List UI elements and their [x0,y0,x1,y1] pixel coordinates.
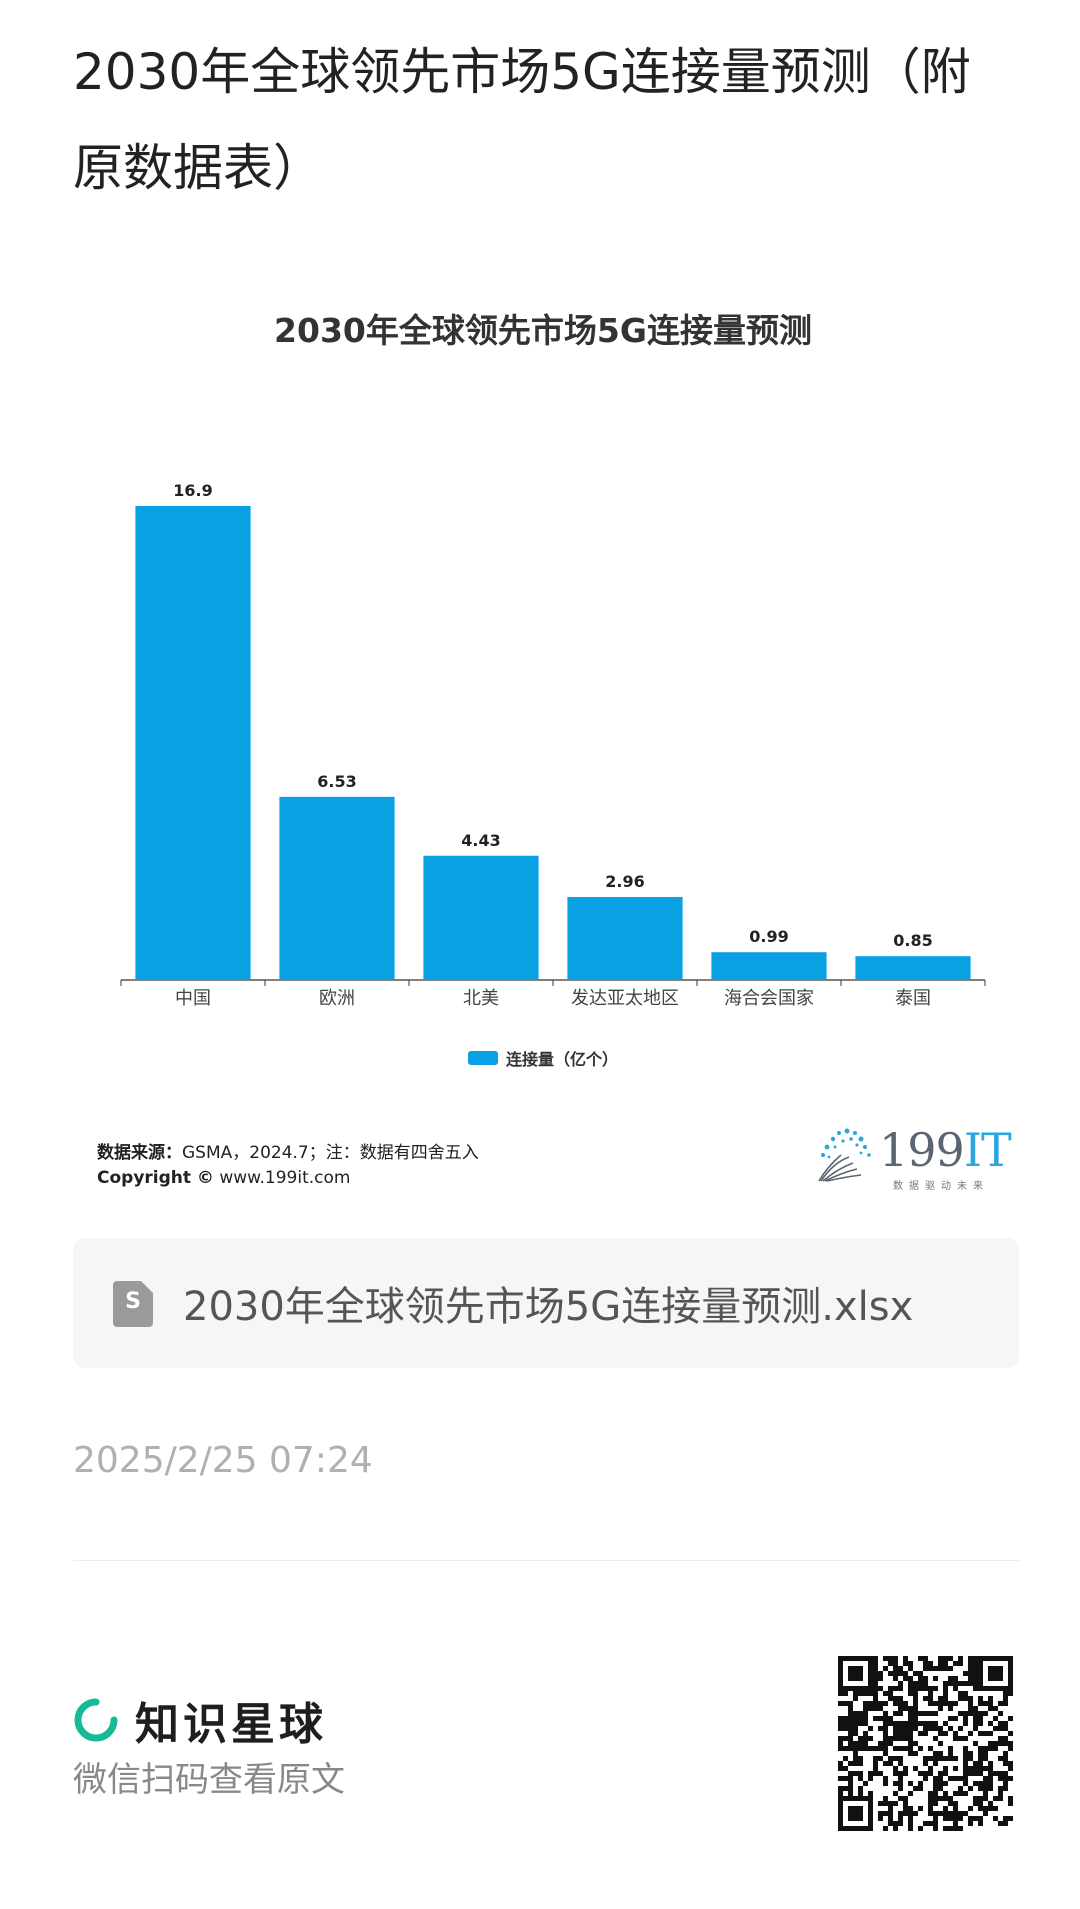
source-label: 数据来源： [97,1143,182,1163]
data-label: 6.53 [317,772,356,791]
199it-logo: 199IT 数据驱动未来 [813,1123,1012,1193]
dandelion-icon [818,1128,871,1182]
category-label: 北美 [463,988,499,1009]
bar-2 [423,855,539,980]
file-attachment-card[interactable]: S 2030年全球领先市场5G连接量预测.xlsx [73,1238,1019,1368]
data-label: 4.43 [461,831,500,850]
data-source: 数据来源：GSMA，2024.7；注：数据有四舍五入 [97,1138,479,1163]
logo-tagline: 数据驱动未来 [893,1181,989,1192]
chart-legend: 连接量（亿个） [468,1046,618,1070]
data-label: 16.9 [173,481,212,500]
source-text: GSMA，2024.7；注：数据有四舍五入 [182,1143,479,1163]
bar-3 [567,896,683,980]
legend-swatch [468,1051,498,1065]
zsxq-logo-icon [74,1698,118,1742]
category-label: 海合会国家 [724,988,814,1009]
chart-title: 2030年全球领先市场5G连接量预测 [274,311,812,350]
qr-code-icon[interactable] [838,1656,1013,1831]
brand-name: 知识星球 [135,1699,327,1750]
category-label: 泰国 [895,988,931,1009]
data-label: 0.85 [893,931,932,950]
chart-card: 2030年全球领先市场5G连接量预测 16.9 中国 6.53 欧洲 4.43 北美 2.9… [73,288,1013,1238]
bar-1 [279,796,395,980]
logo-wordmark: 199IT [879,1123,1012,1177]
divider [73,1560,1019,1561]
data-label: 2.96 [605,872,644,891]
bar-0 [135,506,251,980]
category-label: 中国 [175,988,211,1009]
legend-label: 连接量（亿个） [506,1050,619,1069]
page-title: 2030年全球领先市场5G连接量预测（附原数据表） [73,43,971,197]
copyright: Copyright © www.199it.com [97,1168,350,1188]
file-s-icon: S [113,1281,153,1327]
copyright-label: Copyright © [97,1168,214,1188]
post-timestamp: 2025/2/25 07:24 [73,1440,373,1481]
scan-instruction: 微信扫码查看原文 [73,1760,345,1800]
bar-chart: 16.9 中国 6.53 欧洲 4.43 北美 2.96 发达亚太地区 0.99 海合会国家 0.8… [120,481,986,1009]
zsxq-brand: 知识星球 [73,1688,327,1752]
category-label: 发达亚太地区 [571,988,679,1009]
bar-4 [711,952,827,980]
data-label: 0.99 [749,927,788,946]
category-label: 欧洲 [319,988,355,1009]
bar-5 [855,956,971,980]
file-name: 2030年全球领先市场5G连接量预测.xlsx [183,1284,914,1330]
copyright-url: www.199it.com [219,1168,351,1188]
